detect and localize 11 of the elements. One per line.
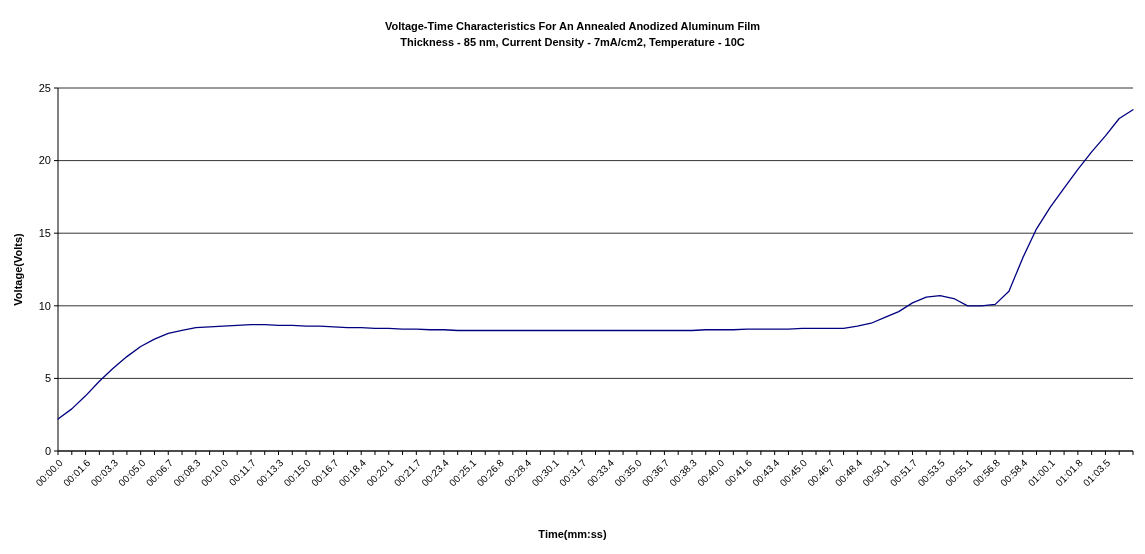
- y-axis-title: Voltage(Volts): [12, 233, 24, 306]
- chart-title: Voltage-Time Characteristics For An Annealed Anodized Aluminum Film: [384, 20, 761, 32]
- y-tick-label: 0: [44, 444, 51, 457]
- line-series: [57, 109, 1134, 420]
- x-axis-title: Time(mm:ss): [538, 528, 607, 540]
- y-tick-label: 25: [38, 81, 51, 94]
- y-tick-label: 10: [38, 299, 51, 312]
- chart-subtitle: Thickness - 85 nm, Current Density - 7mA/cm2, Temperature - 10C: [400, 36, 745, 48]
- y-tick-label: 20: [38, 154, 51, 167]
- y-tick-label: 15: [38, 227, 51, 240]
- y-tick-label: 5: [44, 372, 51, 385]
